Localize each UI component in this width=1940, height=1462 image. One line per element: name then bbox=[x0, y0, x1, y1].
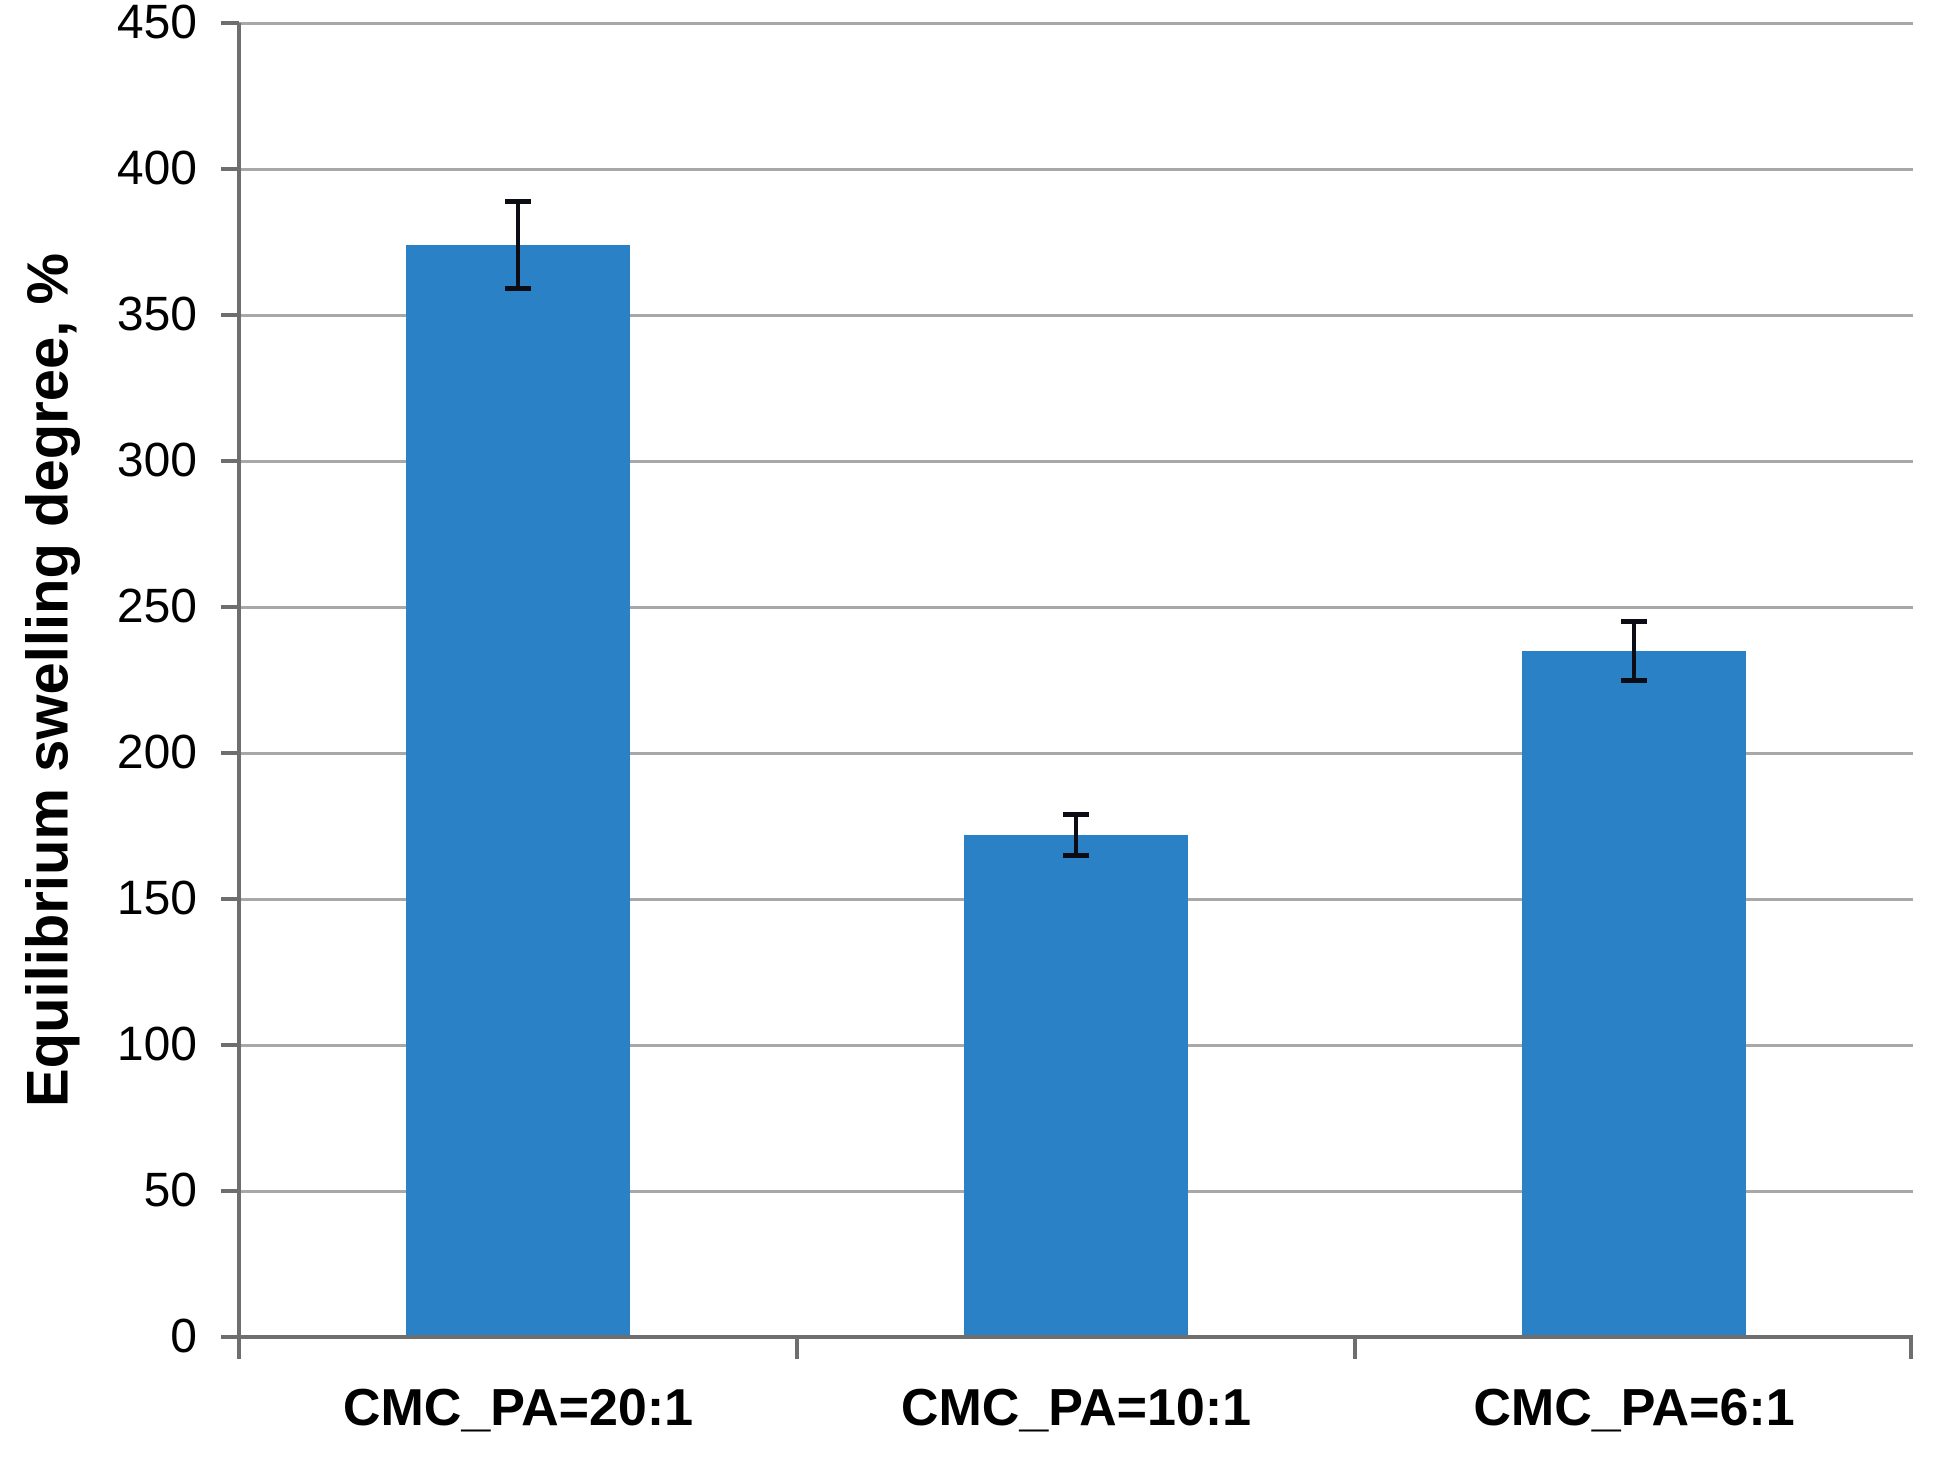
gridline bbox=[239, 459, 1913, 463]
y-tick-label: 200 bbox=[116, 726, 197, 779]
plot-area bbox=[221, 21, 1913, 1359]
error-bar-cap bbox=[505, 198, 531, 204]
error-bar-cap bbox=[1621, 619, 1647, 625]
gridline bbox=[239, 605, 1913, 609]
x-axis-line bbox=[237, 1335, 1913, 1339]
x-tick bbox=[1353, 1337, 1357, 1359]
gridline bbox=[239, 21, 1913, 25]
y-tick-label: 0 bbox=[170, 1310, 197, 1363]
y-tick bbox=[221, 313, 239, 317]
y-axis-line bbox=[237, 23, 241, 1358]
y-tick bbox=[221, 167, 239, 171]
error-bar-cap bbox=[505, 286, 531, 292]
error-bar-cap bbox=[1063, 852, 1089, 858]
y-tick-label: 350 bbox=[116, 288, 197, 341]
x-tick bbox=[795, 1337, 799, 1359]
y-tick bbox=[221, 21, 239, 25]
y-tick-label: 250 bbox=[116, 580, 197, 633]
y-tick bbox=[221, 1189, 239, 1193]
error-bar-cap bbox=[1063, 811, 1089, 817]
x-category-label: CMC_PA=6:1 bbox=[1473, 1379, 1795, 1437]
x-tick bbox=[1909, 1337, 1913, 1359]
gridline bbox=[239, 313, 1913, 317]
y-tick-label: 400 bbox=[116, 142, 197, 195]
error-bar-line bbox=[516, 201, 520, 289]
y-tick-label: 450 bbox=[116, 0, 197, 49]
bar bbox=[964, 834, 1188, 1337]
x-category-label: CMC_PA=20:1 bbox=[342, 1379, 694, 1437]
gridline bbox=[239, 751, 1913, 755]
x-category-label: CMC_PA=10:1 bbox=[900, 1379, 1252, 1437]
y-tick-label: 300 bbox=[116, 434, 197, 487]
bar bbox=[1522, 650, 1746, 1337]
error-bar-line bbox=[1632, 621, 1636, 680]
y-tick bbox=[221, 1043, 239, 1047]
y-tick-label: 50 bbox=[143, 1164, 197, 1217]
y-tick bbox=[221, 897, 239, 901]
y-tick bbox=[221, 1335, 239, 1339]
y-tick bbox=[221, 751, 239, 755]
y-tick-label: 100 bbox=[116, 1018, 197, 1071]
gridline bbox=[239, 167, 1913, 171]
y-tick bbox=[221, 605, 239, 609]
bar bbox=[406, 244, 630, 1337]
error-bar-line bbox=[1074, 814, 1078, 856]
y-axis-title: Equilibrium swelling degree, % bbox=[15, 252, 81, 1108]
y-tick-label: 150 bbox=[116, 872, 197, 925]
y-tick bbox=[221, 459, 239, 463]
error-bar-cap bbox=[1621, 677, 1647, 683]
